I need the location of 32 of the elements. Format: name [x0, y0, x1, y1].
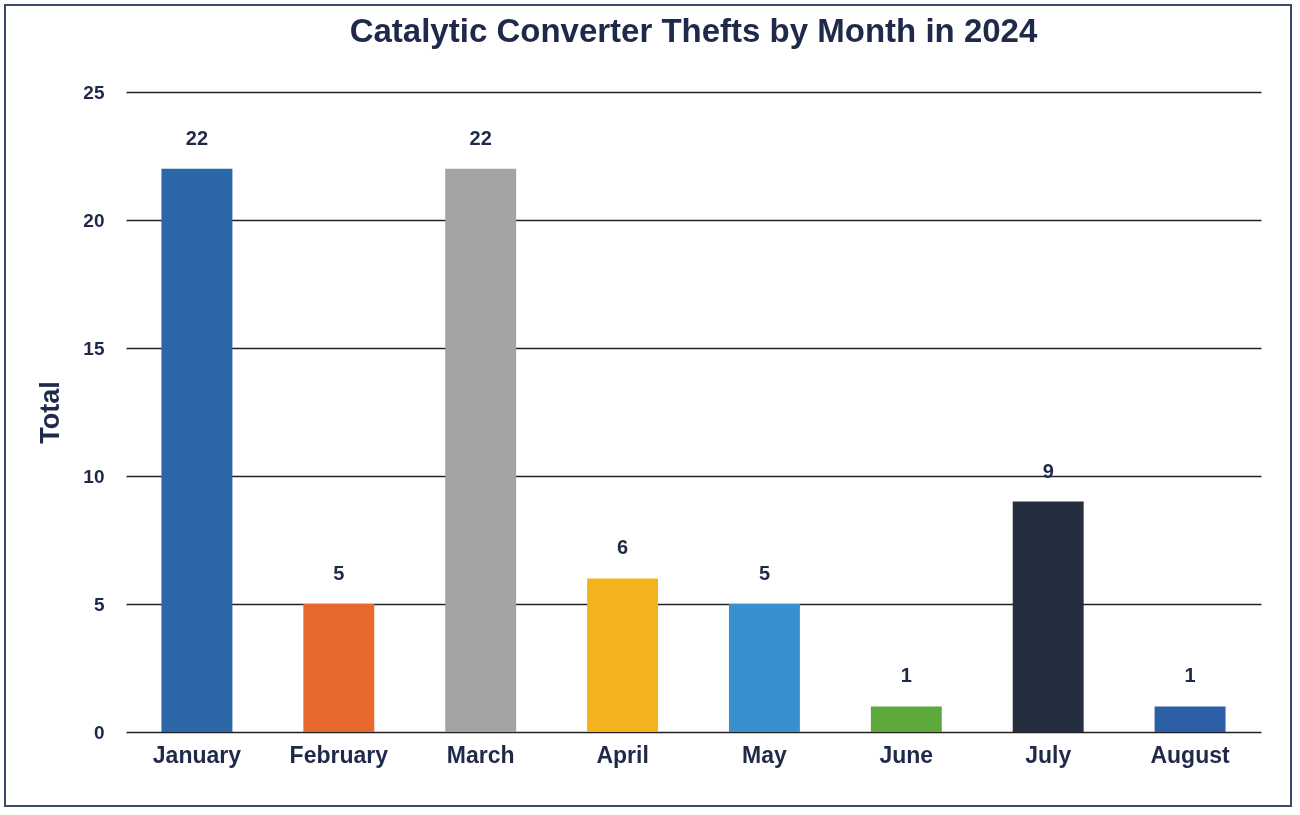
y-tick-label: 5	[93, 593, 105, 615]
bar	[161, 168, 233, 732]
data-label: 5	[758, 562, 770, 584]
data-label: 9	[1042, 459, 1054, 482]
bar	[728, 604, 800, 732]
data-label: 1	[1184, 664, 1196, 687]
data-label: 22	[185, 126, 209, 149]
bar	[1012, 501, 1084, 732]
x-tick-label: March	[446, 741, 515, 768]
x-tick-label: January	[152, 741, 242, 768]
x-tick-label: May	[742, 741, 788, 768]
data-label: 6	[617, 536, 629, 559]
x-tick-label: July	[1025, 741, 1072, 768]
y-tick-label: 20	[83, 209, 105, 231]
y-tick-label: 25	[83, 81, 105, 103]
x-tick-label: February	[289, 741, 389, 768]
bar	[587, 578, 659, 732]
y-tick-label: 0	[93, 721, 105, 743]
bar	[445, 168, 517, 732]
x-tick-label: August	[1150, 741, 1230, 768]
x-tick-label: June	[879, 741, 934, 768]
data-label: 5	[333, 562, 345, 584]
y-axis-title: Total	[35, 381, 66, 444]
y-tick-label: 15	[83, 337, 105, 359]
bar	[870, 706, 942, 732]
data-label: 1	[900, 664, 912, 687]
x-tick-label: April	[596, 741, 649, 768]
bar	[303, 604, 375, 732]
bar	[1154, 706, 1226, 732]
data-label: 22	[469, 126, 492, 149]
chart-title: Catalytic Converter Thefts by Month in 2024	[349, 12, 1038, 49]
y-tick-label: 10	[83, 465, 105, 487]
